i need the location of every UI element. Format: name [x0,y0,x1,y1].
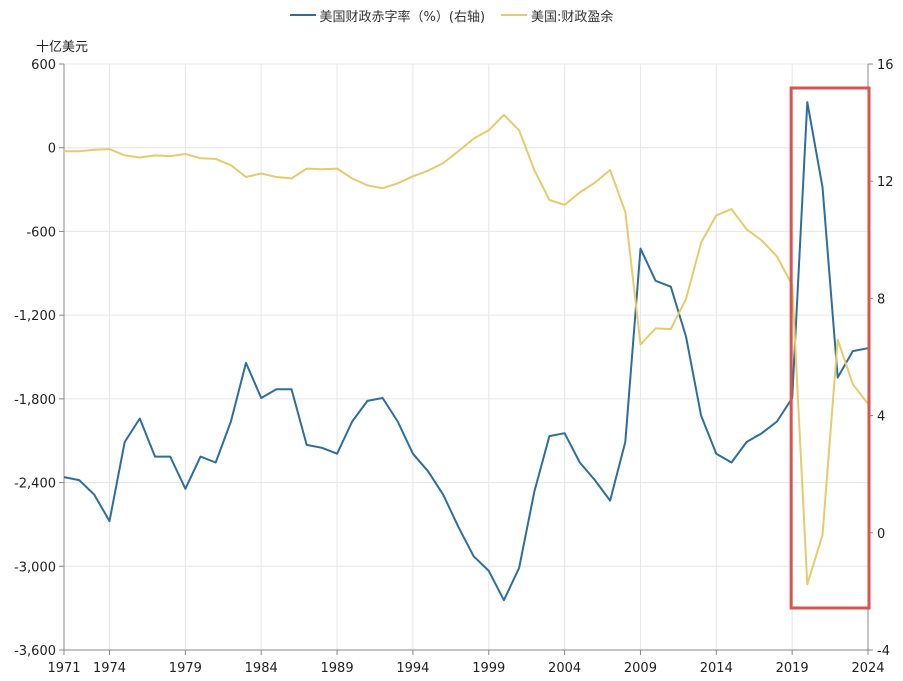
series-line-deficit-rate [63,101,869,602]
left-axis-tick-label: 600 [31,58,56,73]
highlight-box [789,86,871,610]
right-axis-tick-label: 16 [877,58,894,73]
right-axis-tick-label: 0 [877,527,885,542]
x-axis-tick-label: 2014 [700,661,733,676]
x-axis-tick-label: 1979 [169,661,202,676]
right-axis-tick-label: 8 [877,292,885,307]
x-axis-tick-label: 1984 [245,661,278,676]
x-axis-tick-label: 1994 [396,661,429,676]
legend-label-deficit-rate: 美国财政赤字率（%）(右轴) [319,9,486,25]
left-axis-tick-label: -3,000 [14,560,56,575]
right-axis-tick-label: 12 [877,175,894,190]
left-axis-tick-label: -2,400 [14,477,56,492]
legend-swatch-fiscal-surplus [501,14,528,16]
left-axis-tick-label: -1,200 [14,309,56,324]
legend-item-deficit-rate[interactable]: 美国财政赤字率（%）(右轴) [289,6,486,25]
left-axis-tick-label: -1,800 [14,393,56,408]
right-axis-tick-label: -4 [877,644,890,659]
right-axis-tick-label: 4 [877,410,885,425]
legend-label-fiscal-surplus: 美国:财政盈余 [531,9,614,25]
left-axis-tick-label: -3,600 [14,644,56,659]
left-axis-unit-label: 十亿美元 [36,40,89,55]
left-axis-tick-label: -600 [26,225,56,240]
legend-item-fiscal-surplus[interactable]: 美国:财政盈余 [501,6,613,25]
x-axis-tick-label: 2019 [776,661,809,676]
left-axis-tick-label: 0 [48,142,56,157]
x-axis-tick-label: 1999 [472,661,505,676]
x-axis-tick-label: 1974 [93,661,126,676]
x-axis-tick-label: 2009 [624,661,657,676]
series-line-fiscal-surplus [64,113,869,586]
chart-legend: 美国财政赤字率（%）(右轴) 美国:财政盈余 [0,4,903,26]
x-axis-tick-label: 1989 [321,661,354,676]
x-axis-tick-label: 2024 [851,661,884,676]
legend-swatch-deficit-rate [289,14,316,16]
x-axis-tick-label: 2004 [548,661,581,676]
x-axis-tick-label: 1971 [47,661,80,676]
